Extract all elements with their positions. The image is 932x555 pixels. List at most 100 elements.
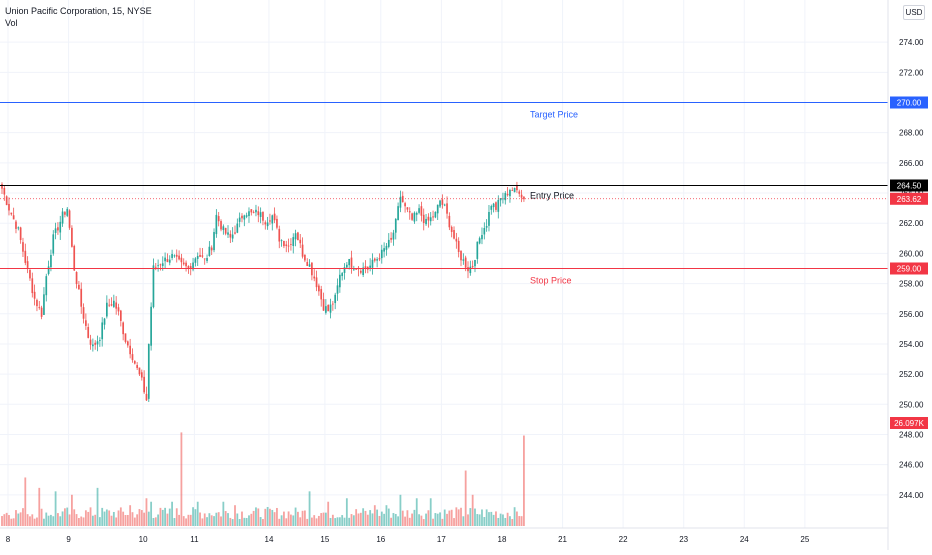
volume-bar [511,519,514,526]
candle-body [439,200,441,207]
candle-body [96,341,99,345]
candle-body [222,226,225,231]
volume-bar [33,518,36,526]
candle-body [495,202,497,210]
candle-body [1,184,3,189]
candle-body [441,199,444,205]
candle-body [497,199,500,212]
candle-body [506,193,509,196]
volume-bar [297,511,299,526]
candle-body [299,239,302,244]
candle-body [380,249,383,259]
candle-body [22,242,24,252]
volume-bar [304,510,306,526]
time-tick-label: 25 [800,535,809,544]
candle-body [523,196,525,200]
candle-body [15,221,17,229]
candle-body [485,226,488,228]
volume-bar [224,511,227,526]
volume-bar [273,512,276,526]
volume-bar [413,509,416,526]
price-line-label: Target Price [530,110,578,120]
volume-bar [161,509,164,526]
candle-body [304,254,306,261]
volume-bar [31,514,34,526]
volume-bar [227,513,229,526]
candle-body [36,299,38,307]
volume-bar [143,512,146,526]
volume-bar [94,514,97,526]
volume-bar [71,494,73,526]
currency-button[interactable]: USD [903,5,925,20]
volume-bar [276,507,278,526]
volume-bar [387,508,390,526]
candle-body [418,208,420,213]
candle-body [488,211,490,226]
volume-bar [257,508,260,526]
candle-body [99,340,101,342]
volume-bar [45,512,48,526]
time-tick-label: 11 [190,535,199,544]
candle-body [350,257,353,268]
candle-body [352,269,355,271]
volume-bar [401,510,404,526]
candle-body [259,212,262,217]
volume-bar [84,510,87,526]
volume-bar [322,512,325,526]
price-tick-label: 252.00 [899,370,924,379]
volume-bar [12,518,15,526]
volume-bar [15,510,17,526]
volume-bar [264,508,267,526]
time-tick-label: 24 [740,535,749,544]
candle-body [168,259,171,263]
volume-bar [373,505,376,526]
candle-body [257,211,260,216]
candle-body [415,212,418,215]
candle-body [502,198,504,200]
volume-bar [271,509,274,526]
volume-bar [38,487,41,526]
candle-body [427,216,430,221]
volume-bar [3,514,6,526]
candle-body [364,266,367,270]
candle-body [385,245,388,250]
candle-body [59,221,62,233]
price-lines: Target Price Entry Price Stop Price [0,102,888,285]
candle-body [178,255,180,260]
candle-body [446,203,448,214]
price-tick-label: 254.00 [899,340,924,349]
volume-bar [8,515,10,526]
price-tick-label: 256.00 [899,310,924,319]
candle-body [406,207,409,210]
volume-bar [87,511,90,526]
volume-bar [112,511,115,526]
volume-bar [425,513,427,526]
volume-bar [327,501,330,526]
candle-body [287,245,290,247]
volume-bar [502,514,504,526]
candle-body [462,259,465,261]
candle-body [68,210,71,228]
candle-body [334,294,337,304]
candle-body [133,361,136,364]
volume-bar [98,517,101,526]
volume-bar [77,518,80,526]
price-tick-label: 272.00 [899,68,924,77]
volume-bar [481,509,483,526]
volume-bar [315,518,318,526]
candle-body [432,216,434,218]
volume-bar [266,506,269,526]
volume-bar [220,516,222,526]
volume-bar [283,511,285,526]
volume-bar [443,509,446,526]
candle-body [448,215,451,228]
volume-bar [175,508,178,526]
candle-body [203,258,206,260]
candle-body [17,227,20,229]
candle-body [434,211,437,218]
volume-bar [89,507,92,526]
price-tick-label: 250.00 [899,400,924,409]
candle-body [19,227,22,241]
